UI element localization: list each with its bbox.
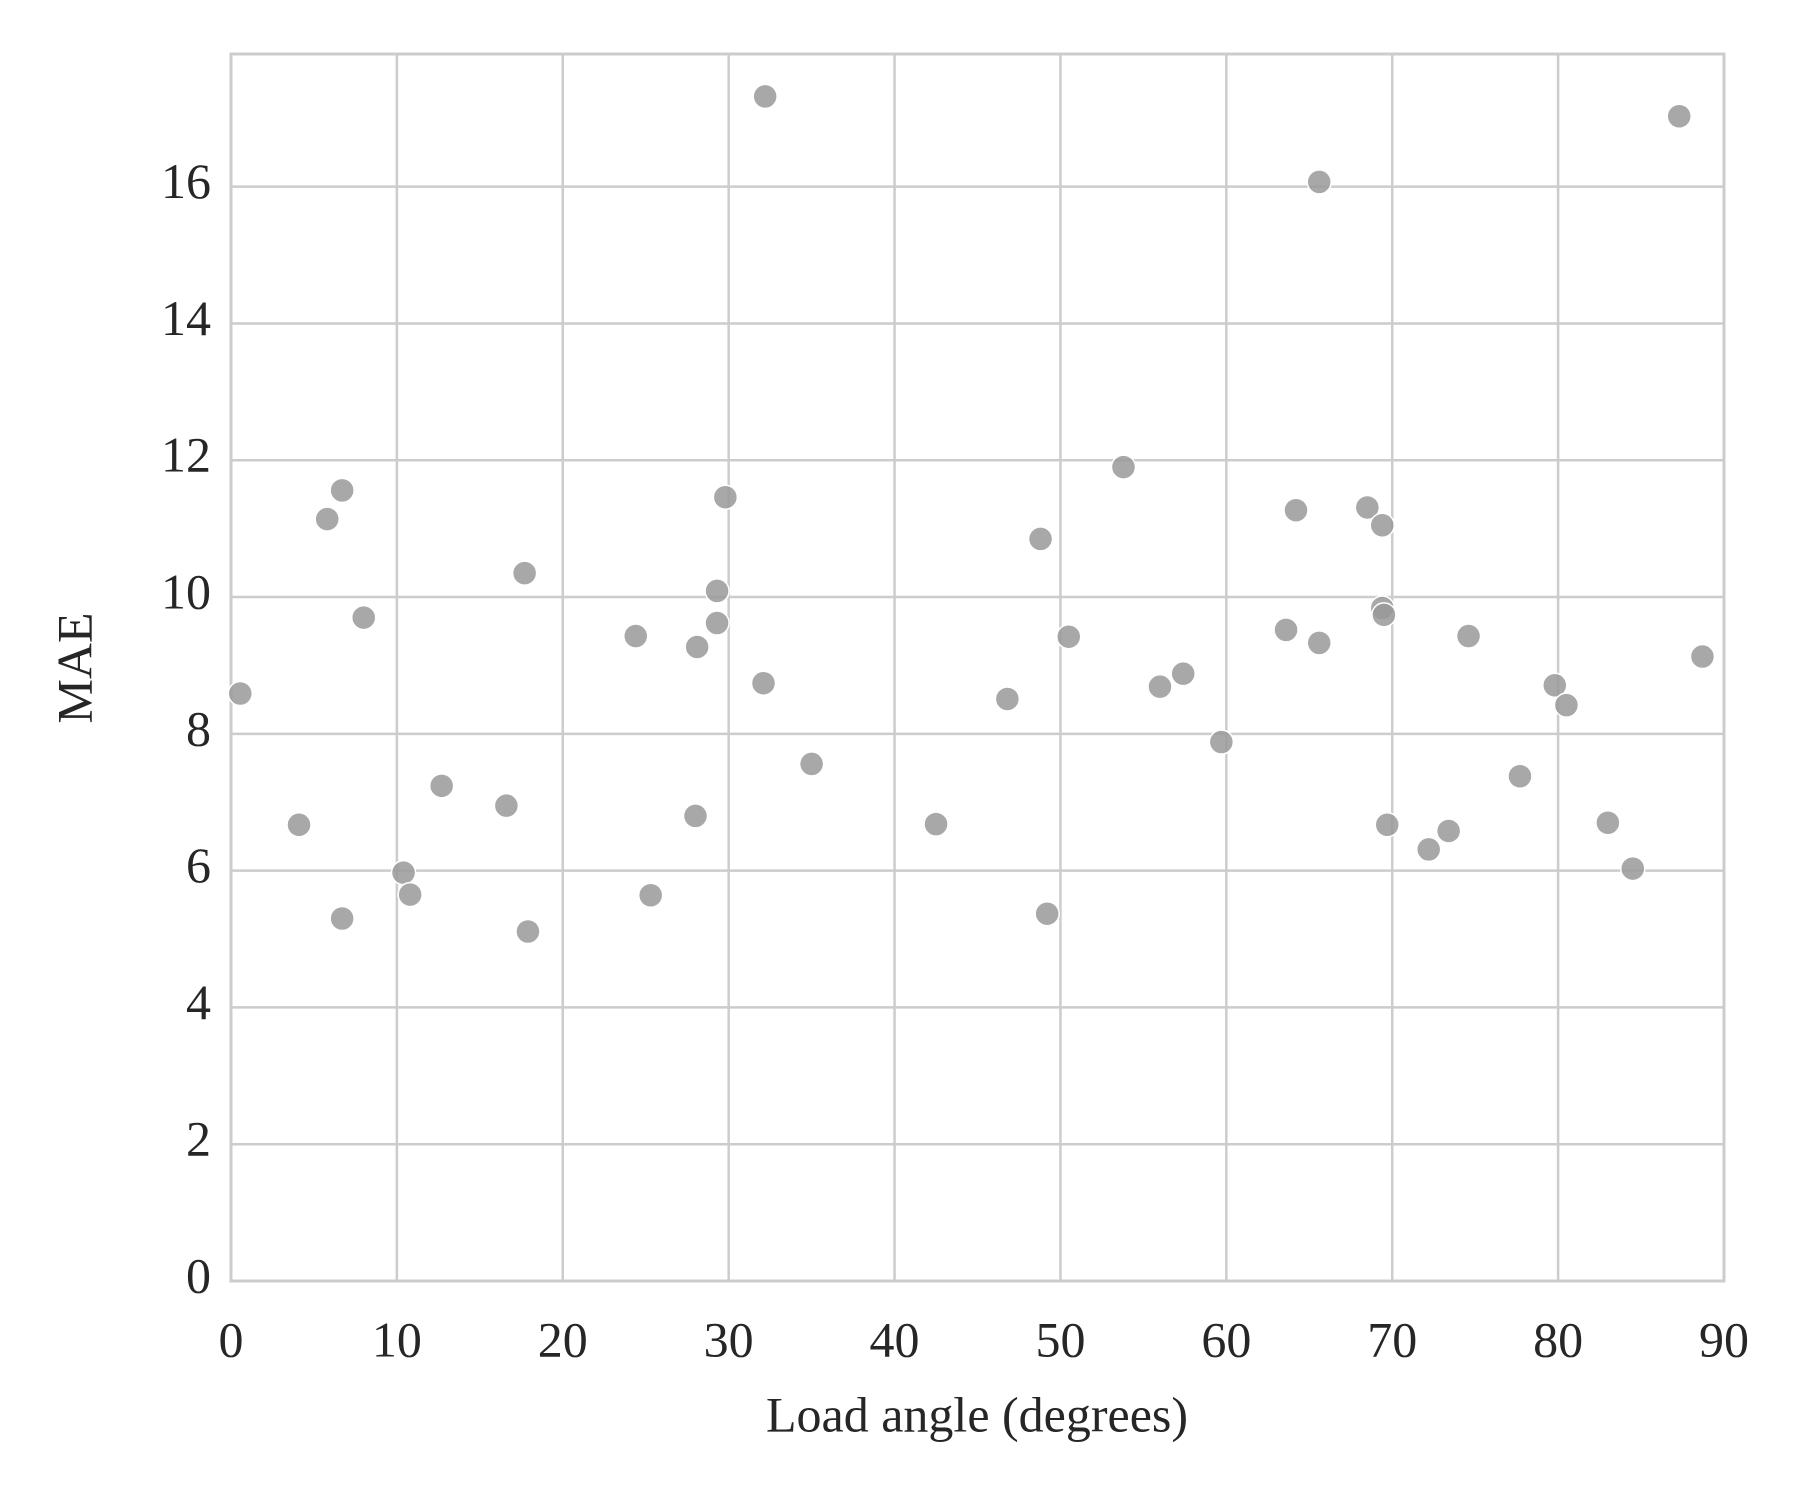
- point: [704, 578, 730, 604]
- point: [1435, 818, 1462, 844]
- point: [1374, 812, 1400, 838]
- point: [704, 610, 730, 636]
- point: [923, 811, 949, 837]
- point: [1371, 602, 1397, 628]
- point: [286, 812, 312, 838]
- point: [684, 634, 710, 660]
- point: [1027, 526, 1054, 552]
- point: [1553, 692, 1580, 718]
- point: [350, 604, 377, 631]
- plot-frame: [229, 52, 1726, 1283]
- point: [1306, 169, 1332, 195]
- point: [1666, 103, 1692, 129]
- y-tick-label: 0: [186, 1247, 211, 1303]
- point: [329, 477, 355, 504]
- point: [1273, 617, 1299, 643]
- point: [1415, 836, 1442, 863]
- point: [752, 83, 778, 110]
- point: [1620, 855, 1646, 882]
- point: [1306, 630, 1332, 656]
- point: [397, 881, 423, 908]
- x-tick-label: 70: [1367, 1311, 1417, 1367]
- point: [314, 506, 340, 532]
- point: [1283, 497, 1309, 523]
- point: [1055, 623, 1082, 650]
- point: [329, 905, 355, 932]
- point: [1354, 494, 1381, 521]
- point: [1208, 729, 1235, 755]
- point: [1170, 660, 1196, 687]
- point: [227, 680, 254, 707]
- point: [1595, 810, 1621, 836]
- y-tick-label: 14: [161, 290, 211, 346]
- x-tick-label: 40: [870, 1311, 920, 1367]
- x-axis-label: Load angle (degrees): [766, 1386, 1188, 1442]
- point: [1147, 673, 1173, 700]
- point: [682, 803, 709, 829]
- point: [428, 773, 455, 799]
- point: [798, 751, 825, 777]
- y-tick-label: 4: [186, 974, 211, 1030]
- x-tick-label: 30: [704, 1311, 754, 1367]
- point: [637, 882, 664, 909]
- x-tick-label: 60: [1201, 1311, 1251, 1367]
- point: [1110, 454, 1137, 480]
- y-tick-label: 12: [161, 427, 211, 483]
- y-tick-label: 8: [186, 700, 211, 756]
- point: [1542, 672, 1568, 699]
- y-axis-label: MAE: [46, 612, 102, 723]
- point: [750, 670, 777, 696]
- point: [1689, 643, 1716, 670]
- point: [623, 623, 649, 649]
- point: [515, 918, 541, 945]
- x-tick-label: 50: [1035, 1311, 1085, 1367]
- point: [994, 686, 1021, 712]
- point: [511, 560, 538, 586]
- point: [712, 484, 739, 510]
- point: [493, 792, 520, 819]
- x-tick-label: 80: [1533, 1311, 1583, 1367]
- point: [1034, 900, 1060, 927]
- y-tick-label: 2: [186, 1111, 211, 1167]
- x-tick-label: 20: [538, 1311, 588, 1367]
- point: [1369, 512, 1396, 538]
- x-tick-label: 10: [372, 1311, 422, 1367]
- point: [1507, 763, 1533, 789]
- y-tick-label: 16: [161, 153, 211, 209]
- point: [1455, 623, 1482, 649]
- point: [390, 859, 417, 886]
- x-tick-label: 0: [219, 1311, 244, 1367]
- y-tick-label: 10: [161, 564, 211, 620]
- y-tick-label: 6: [186, 837, 211, 893]
- x-tick-label: 90: [1699, 1311, 1749, 1367]
